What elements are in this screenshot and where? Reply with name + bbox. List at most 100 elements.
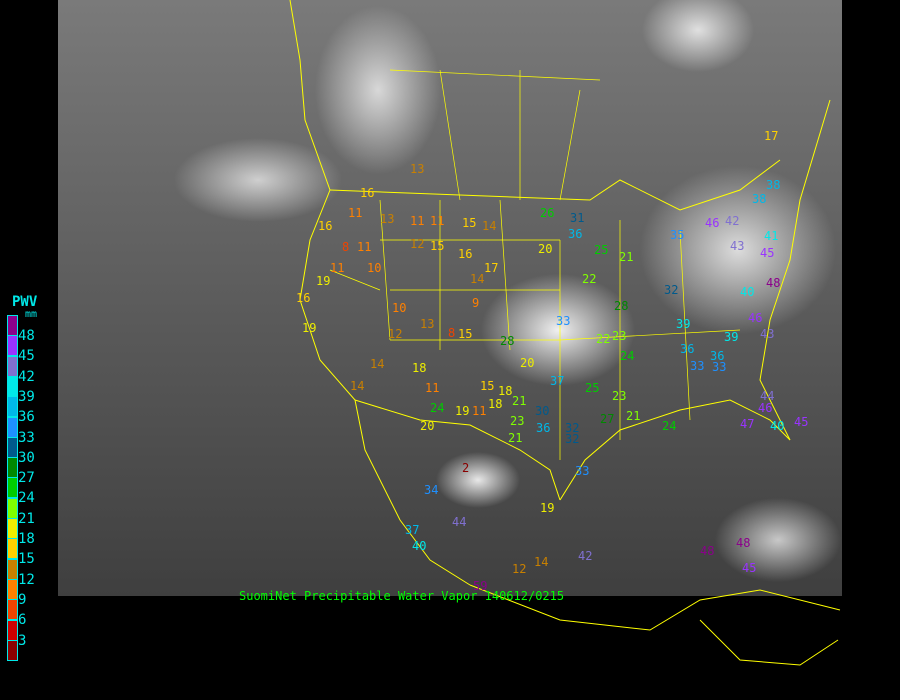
station-value: 11 [410,214,425,228]
central-america [699,619,839,666]
legend-label: 15 [18,551,35,568]
station-value: 33 [712,360,727,374]
station-value: 23 [510,414,525,428]
station-value: 12 [388,327,403,341]
station-value: 16 [458,247,473,261]
station-value: 8 [448,326,456,340]
station-value: 15 [462,216,477,230]
station-value: 21 [619,250,634,264]
station-value: 36 [680,342,695,356]
station-value: 27 [600,412,615,426]
station-value: 44 [452,515,467,529]
satellite-image [58,0,842,596]
legend-label: 36 [18,409,35,426]
legend-label: 24 [18,490,35,507]
station-value: 46 [705,216,720,230]
station-value: 28 [614,299,629,313]
legend-label: 21 [18,510,35,527]
legend-swatch [7,375,18,397]
station-value: 45 [742,561,757,575]
legend-swatch [7,578,18,600]
station-value: 39 [676,317,691,331]
station-value: 2 [462,461,470,475]
station-value: 46 [758,401,773,415]
station-value: 20 [420,419,435,433]
legend-swatch [7,335,18,357]
mexico-south-coast [469,584,841,631]
legend-label: 27 [18,470,35,487]
station-value: 11 [348,206,363,220]
station-value: 11 [330,261,345,275]
station-value: 35 [670,228,685,242]
legend-swatch [7,315,18,336]
station-value: 32 [565,421,580,435]
station-value: 20 [538,242,553,256]
legend-swatch [7,457,18,479]
station-value: 37 [405,523,420,537]
station-value: 48 [766,276,781,290]
legend-label: 3 [18,632,27,649]
station-value: 20 [520,356,535,370]
station-value: 59 [473,579,488,593]
station-value: 24 [662,419,677,433]
legend-label: 12 [18,571,35,588]
legend-swatch [7,497,18,519]
station-value: 18 [488,397,503,411]
station-value: 44 [760,389,775,403]
legend-label: 39 [18,388,35,405]
station-value: 43 [760,327,775,341]
station-value: 17 [764,129,779,143]
station-value: 24 [620,349,635,363]
station-value: 43 [730,239,745,253]
station-value: 21 [508,431,523,445]
station-value: 22 [582,272,597,286]
station-value: 28 [500,334,515,348]
station-value: 45 [760,246,775,260]
station-value: 38 [752,192,767,206]
station-value: 19 [540,501,555,515]
station-value: 14 [470,272,485,286]
station-value: 40 [770,419,785,433]
station-value: 30 [535,404,550,418]
station-value: 11 [430,214,445,228]
canada-us-border [329,159,781,211]
station-value: 22 [596,332,611,346]
legend-swatch [7,477,18,499]
station-value: 37 [550,374,565,388]
station-value: 45 [794,415,809,429]
station-value: 38 [766,178,781,192]
legend-swatch [7,639,18,661]
station-value: 14 [534,555,549,569]
station-value: 9 [472,296,480,310]
legend-swatch [7,436,18,458]
station-value: 33 [575,464,590,478]
station-value: 10 [392,301,407,315]
station-value: 13 [420,317,435,331]
legend-unit: mm [25,309,38,320]
station-value: 12 [410,237,425,251]
station-value: 36 [710,349,725,363]
station-value: 41 [764,229,779,243]
station-value: 12 [512,562,527,576]
station-value: 25 [585,381,600,395]
station-value: 26 [540,206,555,220]
station-value: 47 [740,417,755,431]
legend-label: 48 [18,328,35,344]
east-coast-line [759,99,831,441]
us-mexico-border [354,399,561,501]
map-caption: SuomiNet Precipitable Water Vapor 140612… [239,589,565,603]
station-value: 21 [512,394,527,408]
station-value: 36 [536,421,551,435]
station-value: 11 [425,381,440,395]
legend-label: 33 [18,429,35,446]
legend-label: 45 [18,348,35,365]
legend-label: 30 [18,449,35,466]
legend-swatch [7,538,18,560]
station-value: 48 [736,536,751,550]
station-value: 32 [565,432,580,446]
station-value: 14 [370,357,385,371]
station-value: 46 [748,311,763,325]
station-value: 13 [410,162,425,176]
station-value: 36 [568,227,583,241]
station-value: 11 [472,404,487,418]
